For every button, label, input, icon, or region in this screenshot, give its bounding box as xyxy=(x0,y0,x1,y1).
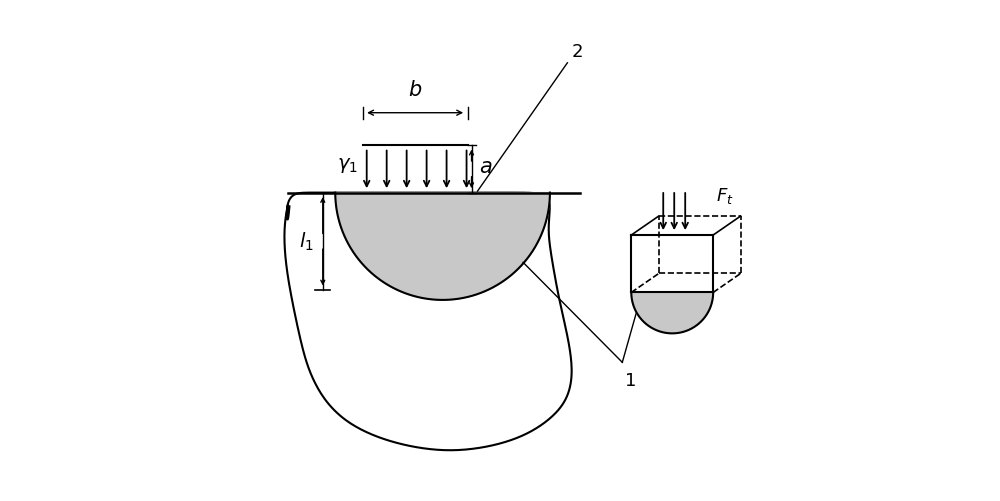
Text: $\gamma_1$: $\gamma_1$ xyxy=(337,156,358,175)
Polygon shape xyxy=(631,293,713,334)
Text: 1: 1 xyxy=(625,372,636,390)
Text: 2: 2 xyxy=(571,43,583,61)
Text: $b$: $b$ xyxy=(408,80,422,100)
Text: $l_1$: $l_1$ xyxy=(299,230,314,253)
Polygon shape xyxy=(335,193,550,300)
Text: $a$: $a$ xyxy=(479,157,492,177)
Text: $F_t$: $F_t$ xyxy=(716,186,733,206)
